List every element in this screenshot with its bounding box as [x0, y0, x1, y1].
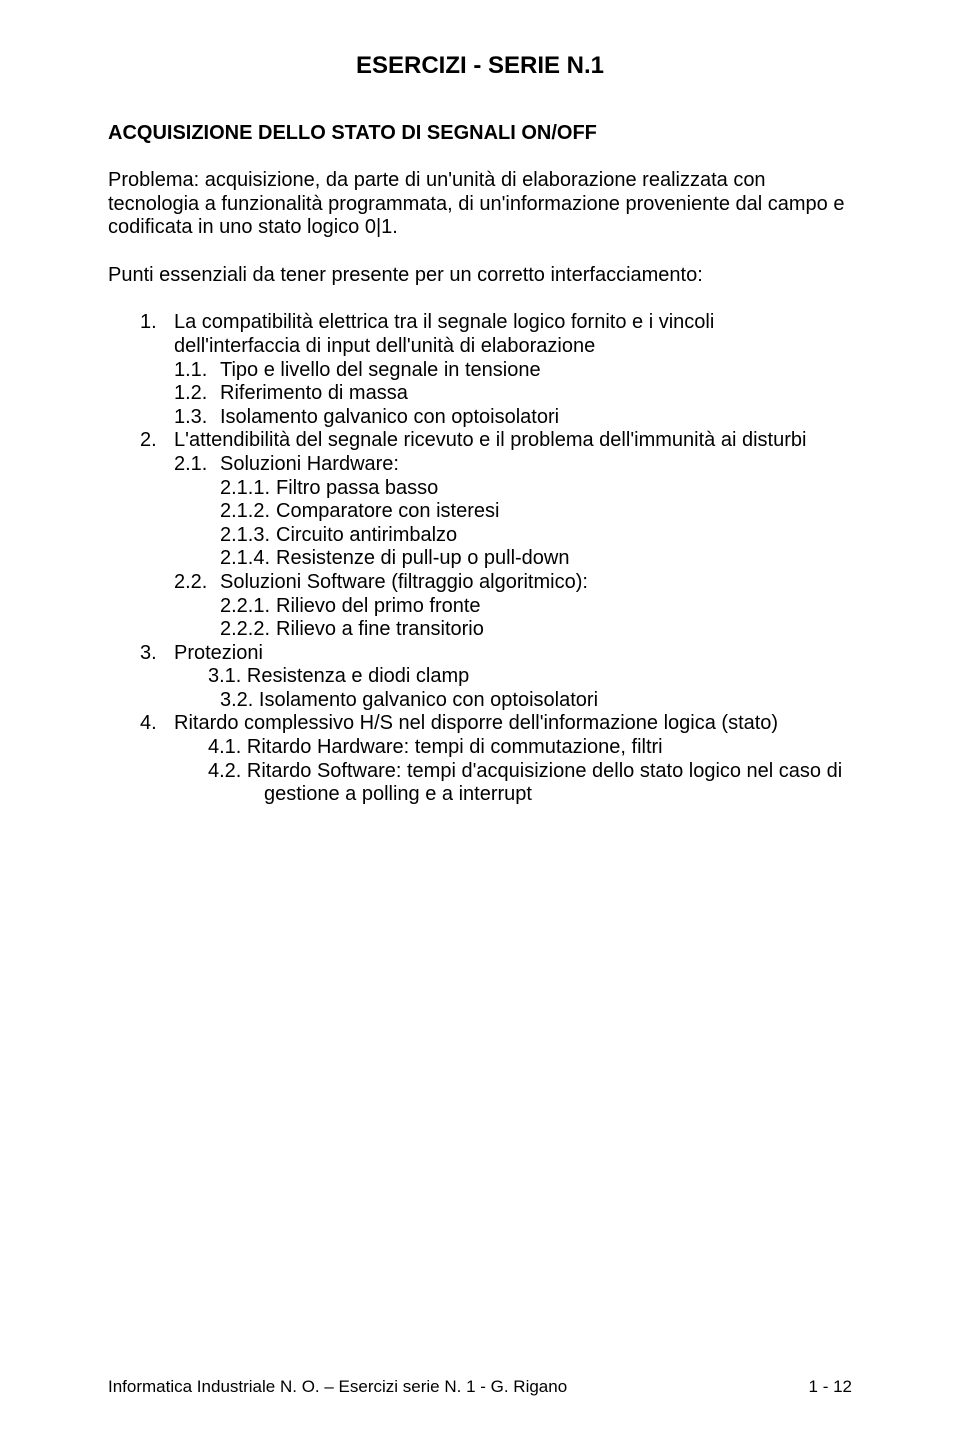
problem-paragraph: Problema: acquisizione, da parte di un'u… — [108, 169, 852, 240]
item-text: Rilievo del primo fronte — [276, 595, 481, 619]
item-1-2: 1.2. Riferimento di massa — [174, 382, 852, 406]
item-text: Isolamento galvanico con optoisolatori — [259, 689, 598, 711]
item-1-cont: dell'interfaccia di input dell'unità di … — [140, 335, 852, 359]
item-text: dell'interfaccia di input dell'unità di … — [174, 335, 595, 359]
item-text: Protezioni — [174, 642, 263, 666]
item-number: 1.2. — [174, 382, 220, 406]
item-4: 4. Ritardo complessivo H/S nel disporre … — [140, 712, 852, 736]
item-number: 2.1.1. — [220, 477, 276, 501]
item-number: 4.1. — [208, 736, 241, 758]
sublist-2-1: 2.1.1. Filtro passa basso 2.1.2. Compara… — [174, 477, 852, 571]
item-2-1-3: 2.1.3. Circuito antirimbalzo — [220, 524, 852, 548]
item-text: Comparatore con isteresi — [276, 500, 499, 524]
item-2-1-2: 2.1.2. Comparatore con isteresi — [220, 500, 852, 524]
item-number: 1.3. — [174, 406, 220, 430]
item-number: 2.1. — [174, 453, 220, 477]
page-title: ESERCIZI - SERIE N.1 — [108, 52, 852, 80]
document-page: ESERCIZI - SERIE N.1 ACQUISIZIONE DELLO … — [0, 0, 960, 1449]
item-number: 2.1.4. — [220, 547, 276, 571]
item-2-1-4: 2.1.4. Resistenze di pull-up o pull-down — [220, 547, 852, 571]
item-text: Resistenza e diodi clamp — [247, 665, 469, 687]
item-2: 2. L'attendibilità del segnale ricevuto … — [140, 429, 852, 453]
item-number: 2.2. — [174, 571, 220, 595]
item-number: 3.2. — [220, 689, 253, 711]
item-2-1-1: 2.1.1. Filtro passa basso — [220, 477, 852, 501]
item-2-2: 2.2. Soluzioni Software (filtraggio algo… — [174, 571, 852, 595]
item-text: Rilievo a fine transitorio — [276, 618, 484, 642]
section-subtitle: ACQUISIZIONE DELLO STATO DI SEGNALI ON/O… — [108, 122, 852, 145]
item-3-1: 3.1. Resistenza e diodi clamp — [140, 665, 852, 689]
item-text: Circuito antirimbalzo — [276, 524, 457, 548]
sublist-2-2: 2.2.1. Rilievo del primo fronte 2.2.2. R… — [174, 595, 852, 642]
item-number: 3.1. — [208, 665, 241, 687]
item-number: 2.1.3. — [220, 524, 276, 548]
item-1-3: 1.3. Isolamento galvanico con optoisolat… — [174, 406, 852, 430]
item-text: Ritardo Hardware: tempi di commutazione,… — [247, 736, 663, 758]
footer-right: 1 - 12 — [809, 1377, 852, 1397]
item-2-1: 2.1. Soluzioni Hardware: — [174, 453, 852, 477]
page-footer: Informatica Industriale N. O. – Esercizi… — [108, 1377, 852, 1397]
item-text: gestione a polling e a interrupt — [264, 783, 532, 805]
item-2-2-2: 2.2.2. Rilievo a fine transitorio — [220, 618, 852, 642]
outline-list: 1. La compatibilità elettrica tra il seg… — [108, 311, 852, 806]
item-4-2-cont: gestione a polling e a interrupt — [140, 783, 852, 807]
sublist-2: 2.1. Soluzioni Hardware: 2.1.1. Filtro p… — [140, 453, 852, 642]
item-2-2-1: 2.2.1. Rilievo del primo fronte — [220, 595, 852, 619]
item-1-1: 1.1. Tipo e livello del segnale in tensi… — [174, 359, 852, 383]
item-text: Soluzioni Hardware: — [220, 453, 399, 477]
item-number: 3. — [140, 642, 174, 666]
sublist-1: 1.1. Tipo e livello del segnale in tensi… — [140, 359, 852, 430]
item-number: 2.1.2. — [220, 500, 276, 524]
item-3-2: 3.2. Isolamento galvanico con optoisolat… — [140, 689, 852, 713]
item-number: 4.2. — [208, 760, 241, 782]
points-intro: Punti essenziali da tener presente per u… — [108, 264, 852, 288]
item-number: 2.2.2. — [220, 618, 276, 642]
item-text: Riferimento di massa — [220, 382, 408, 406]
item-text: Ritardo complessivo H/S nel disporre del… — [174, 712, 778, 736]
item-1: 1. La compatibilità elettrica tra il seg… — [140, 311, 852, 335]
item-text: Ritardo Software: tempi d'acquisizione d… — [247, 760, 842, 782]
item-text: Resistenze di pull-up o pull-down — [276, 547, 570, 571]
item-number: 2. — [140, 429, 174, 453]
item-4-2: 4.2. Ritardo Software: tempi d'acquisizi… — [140, 760, 852, 784]
item-text: Isolamento galvanico con optoisolatori — [220, 406, 559, 430]
item-number: 4. — [140, 712, 174, 736]
item-text: La compatibilità elettrica tra il segnal… — [174, 311, 714, 335]
footer-left: Informatica Industriale N. O. – Esercizi… — [108, 1377, 567, 1397]
item-text: L'attendibilità del segnale ricevuto e i… — [174, 429, 806, 453]
item-number: 2.2.1. — [220, 595, 276, 619]
item-text: Filtro passa basso — [276, 477, 438, 501]
item-3: 3. Protezioni — [140, 642, 852, 666]
item-text: Tipo e livello del segnale in tensione — [220, 359, 541, 383]
item-number — [140, 335, 174, 359]
item-4-1: 4.1. Ritardo Hardware: tempi di commutaz… — [140, 736, 852, 760]
item-text: Soluzioni Software (filtraggio algoritmi… — [220, 571, 588, 595]
item-number: 1. — [140, 311, 174, 335]
item-number: 1.1. — [174, 359, 220, 383]
